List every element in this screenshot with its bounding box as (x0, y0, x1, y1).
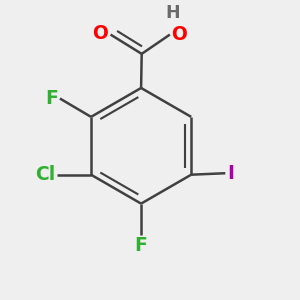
Text: O: O (171, 25, 187, 44)
Text: Cl: Cl (35, 165, 56, 184)
Text: O: O (92, 25, 108, 44)
Text: H: H (165, 4, 180, 22)
Text: F: F (135, 236, 148, 255)
Text: I: I (227, 164, 234, 183)
Text: F: F (46, 89, 59, 108)
